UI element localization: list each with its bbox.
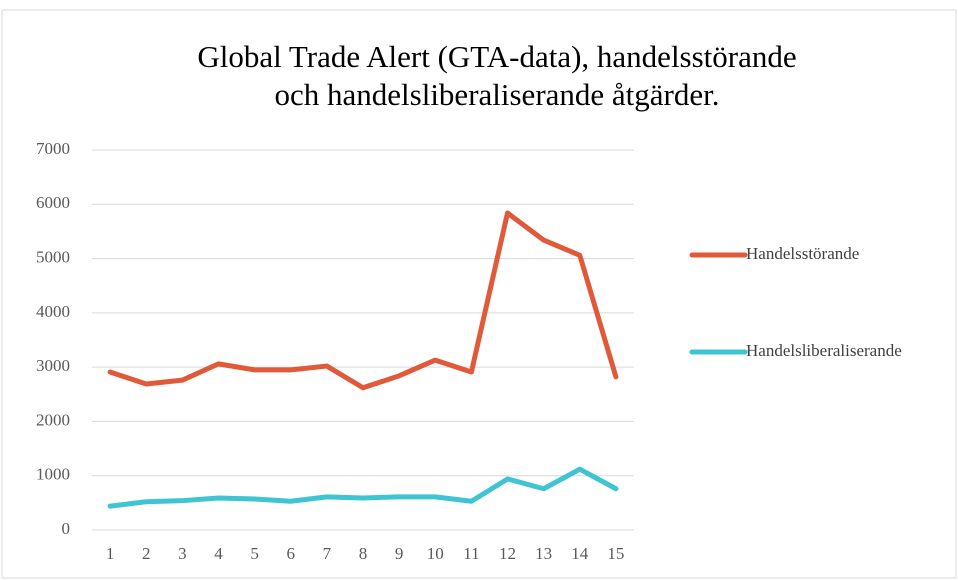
x-tick-label: 8	[359, 544, 368, 563]
x-tick-label: 4	[214, 544, 223, 563]
y-tick-label: 1000	[36, 465, 70, 484]
x-tick-label: 13	[535, 544, 552, 563]
y-tick-label: 7000	[36, 139, 70, 158]
x-tick-label: 15	[607, 544, 624, 563]
y-tick-label: 2000	[36, 410, 70, 429]
legend-label: Handelsliberaliserande	[746, 341, 902, 360]
chart-title: Global Trade Alert (GTA-data), handelsst…	[197, 39, 796, 74]
y-tick-label: 4000	[36, 302, 70, 321]
x-tick-label: 6	[286, 544, 295, 563]
y-tick-label: 0	[62, 519, 71, 538]
legend-label: Handelsstörande	[746, 244, 859, 263]
x-tick-label: 12	[499, 544, 516, 563]
series-line	[107, 466, 619, 509]
x-tick-label: 7	[323, 544, 332, 563]
x-tick-label: 11	[463, 544, 479, 563]
x-tick-label: 3	[178, 544, 187, 563]
x-tick-label: 1	[106, 544, 115, 563]
y-tick-label: 3000	[36, 356, 70, 375]
chart-title: och handelsliberaliserande åtgärder.	[275, 77, 720, 112]
y-tick-label: 6000	[36, 193, 70, 212]
x-tick-label: 10	[427, 544, 444, 563]
x-tick-label: 5	[250, 544, 259, 563]
x-tick-label: 14	[571, 544, 589, 563]
chart-border	[1, 9, 957, 579]
y-tick-label: 5000	[36, 247, 70, 266]
x-tick-label: 2	[142, 544, 151, 563]
series-line	[107, 210, 619, 391]
x-tick-label: 9	[395, 544, 404, 563]
